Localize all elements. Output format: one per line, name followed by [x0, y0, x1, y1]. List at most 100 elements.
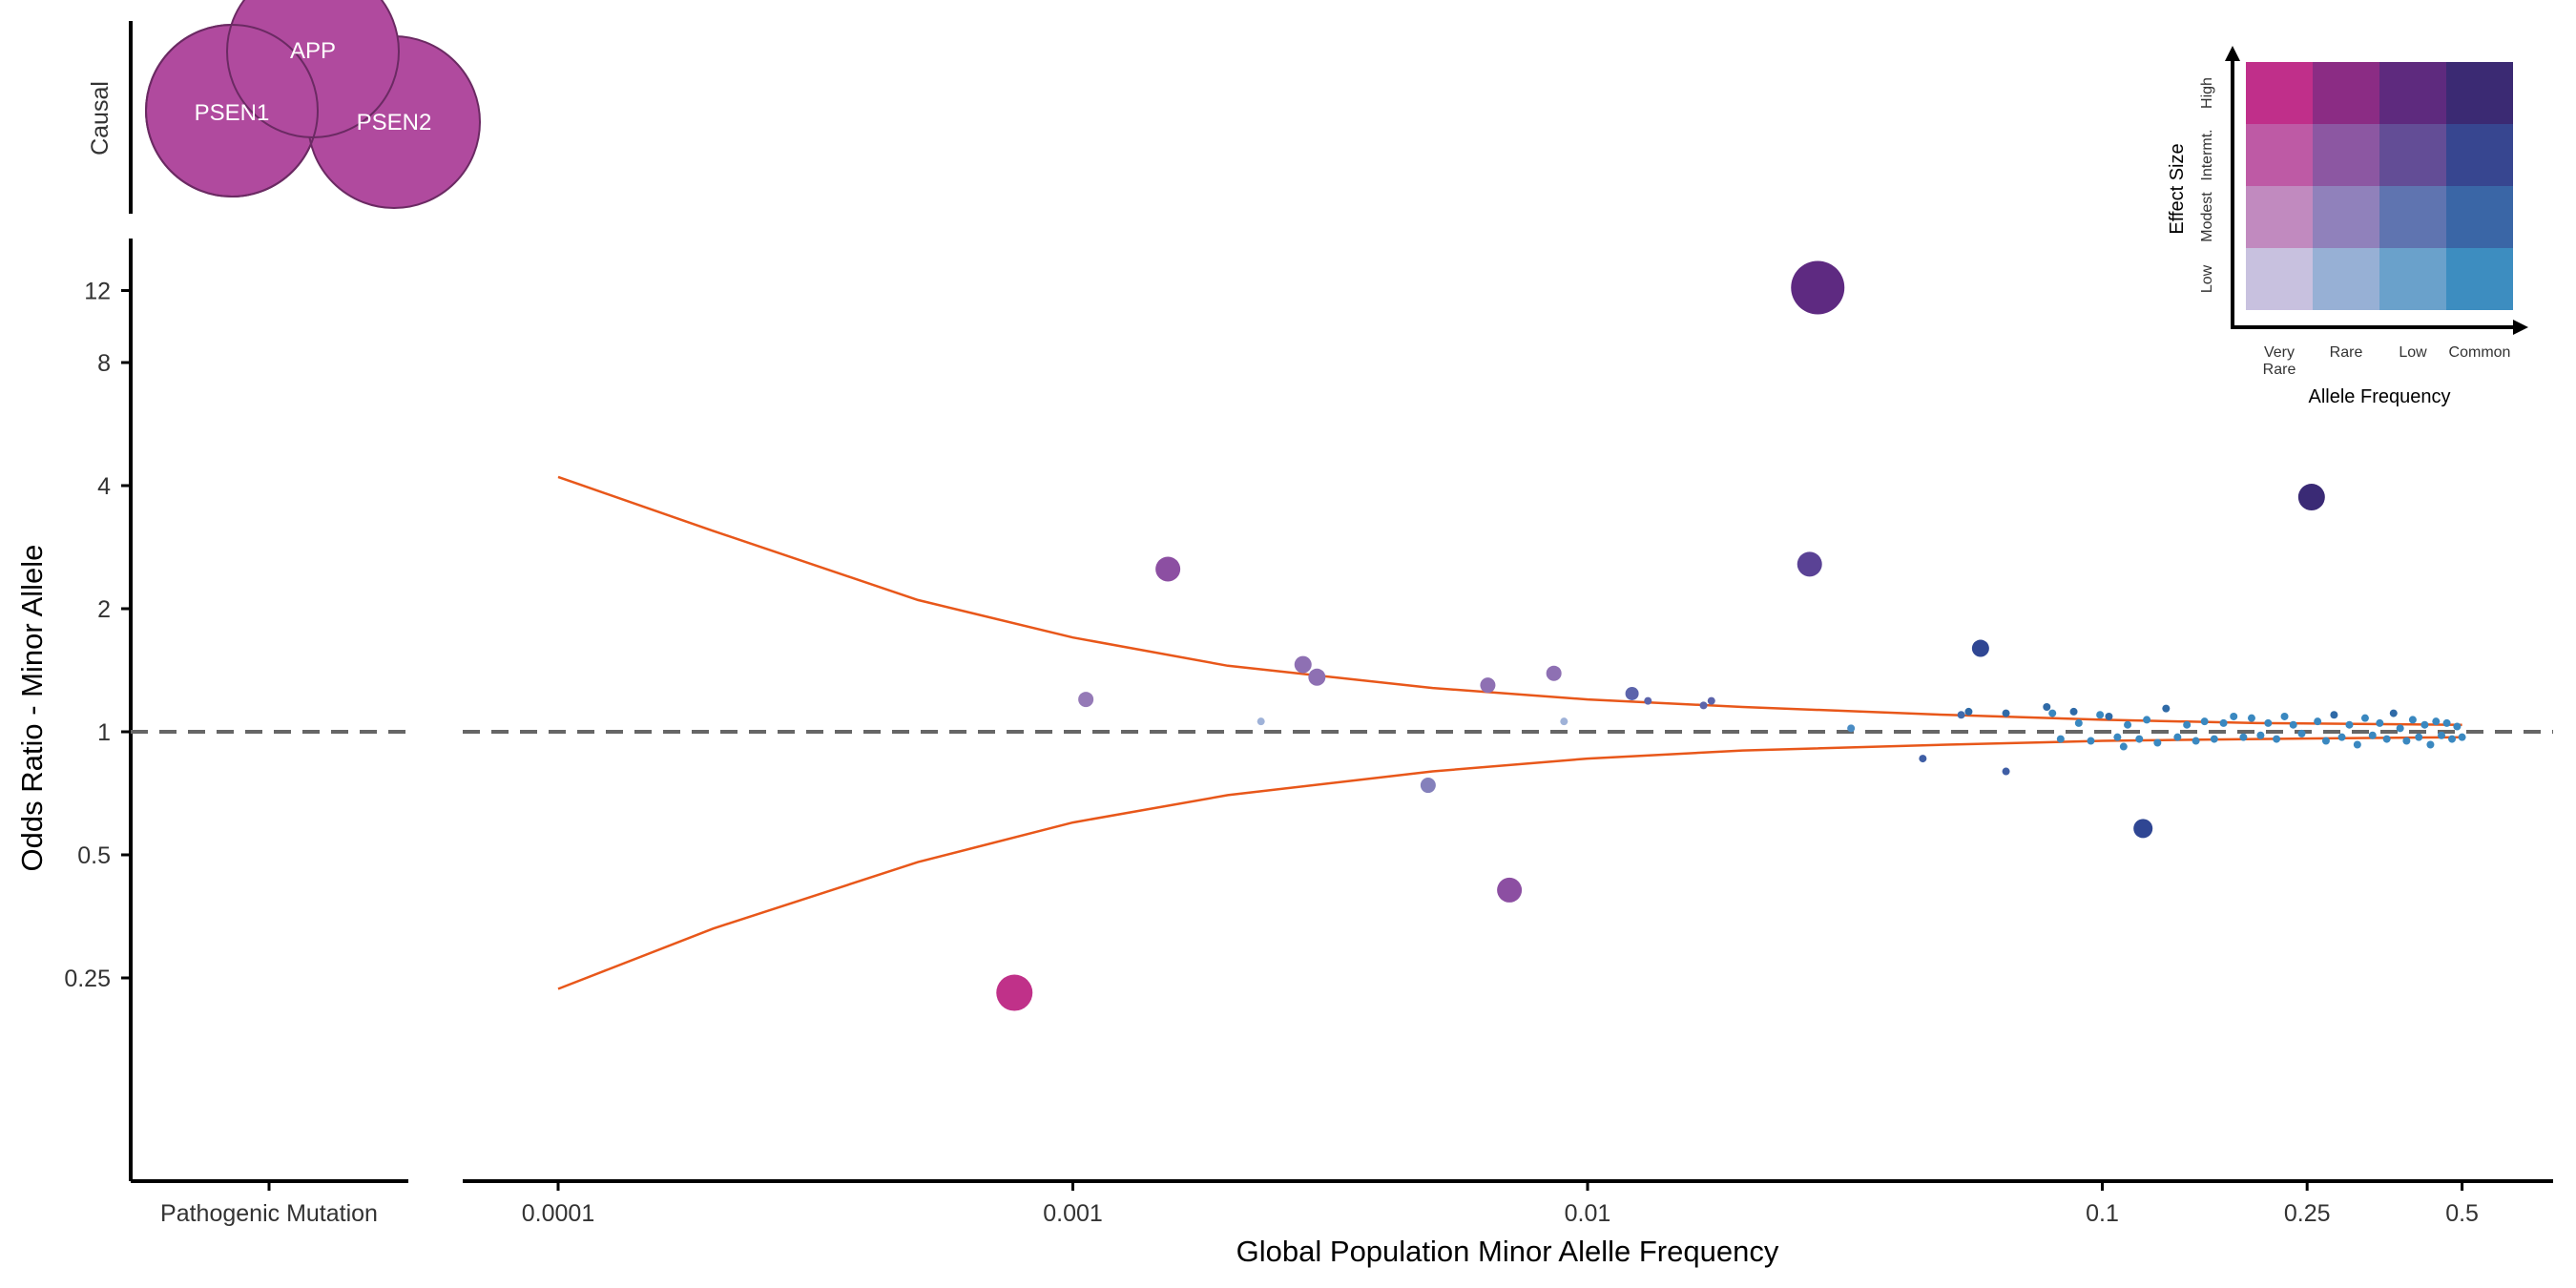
top-panel: Causal APP PSEN1 PSEN2 [87, 0, 481, 214]
data-point [2133, 819, 2153, 839]
data-point [1420, 778, 1436, 794]
data-point [2239, 733, 2248, 741]
data-point [2438, 731, 2446, 739]
data-point [2200, 717, 2209, 726]
data-point [2096, 711, 2105, 719]
data-point [2420, 720, 2429, 729]
data-point [2353, 740, 2361, 749]
data-point [2368, 731, 2377, 739]
x-tick-label: 0.1 [2086, 1200, 2119, 1227]
data-point [2345, 720, 2354, 729]
x-tick-label: 0.001 [1043, 1200, 1103, 1227]
y-axis-title: Odds Ratio - Minor Allele [15, 545, 49, 872]
legend-cell [2313, 248, 2379, 310]
legend-cell [2246, 248, 2313, 310]
data-point [1546, 665, 1562, 681]
x-tick-label: 0.01 [1565, 1200, 1611, 1227]
legend-y-label: Modest [2199, 192, 2215, 242]
legend-cell [2246, 62, 2313, 124]
legend-y-label: High [2199, 77, 2215, 109]
data-point [2448, 735, 2457, 743]
legend-color-grid [2246, 62, 2513, 310]
left-panel-x-label: Pathogenic Mutation [160, 1200, 378, 1227]
data-point [2105, 712, 2113, 720]
legend-x-title: Allele Frequency [2309, 386, 2451, 407]
data-point [2183, 720, 2192, 729]
x-axis-ticks: 0.0001 0.001 0.01 0.1 0.25 0.5 [522, 1181, 2479, 1227]
venn-label-psen1: PSEN1 [195, 100, 270, 126]
data-point [1155, 556, 1181, 582]
data-point [2297, 729, 2306, 737]
y-tick-label: 0.5 [77, 842, 111, 869]
data-point [2314, 717, 2322, 726]
legend-x-label: Very Rare [2263, 344, 2296, 378]
y-tick-label: 4 [97, 473, 111, 500]
x-axis-title: Global Population Minor Alelle Frequency [1236, 1235, 1779, 1268]
legend-cell [2446, 248, 2513, 310]
data-point [1078, 692, 1094, 708]
legend-y-title: Effect Size [2167, 143, 2188, 234]
y-tick-label: 12 [84, 279, 111, 305]
data-point [2382, 735, 2391, 743]
legend-x-label: Low [2399, 344, 2427, 361]
data-point [2119, 742, 2128, 751]
legend-x-label: Rare [2330, 344, 2363, 361]
legend-y-labels: Low Modest Intermt. High [2199, 77, 2215, 293]
data-point [1964, 707, 1973, 716]
y-tick-label: 8 [97, 350, 111, 377]
data-point [1797, 551, 1822, 577]
legend-y-label: Low [2199, 264, 2215, 293]
data-point [2273, 735, 2281, 743]
data-point [2337, 733, 2346, 741]
venn-outline-psen1 [145, 24, 320, 197]
data-point [1308, 668, 1326, 686]
data-point [1919, 755, 1927, 763]
data-point [1644, 696, 1652, 705]
data-point [2143, 716, 2151, 724]
data-point [2458, 733, 2466, 741]
data-point [2321, 737, 2330, 745]
data-point [2415, 733, 2423, 741]
data-point [2432, 717, 2441, 726]
venn-label-app: APP [290, 38, 336, 64]
threshold-curve-lower [557, 736, 2462, 990]
data-point [1497, 877, 1523, 903]
data-point [2048, 709, 2057, 717]
data-point [2264, 718, 2273, 727]
y-tick-label: 1 [97, 719, 111, 746]
data-point [2192, 737, 2200, 745]
data-point [1257, 717, 1265, 726]
top-panel-y-label: Causal [87, 81, 114, 156]
data-point [1957, 711, 1965, 719]
venn-diagram: APP PSEN1 PSEN2 [145, 0, 481, 209]
data-point [2442, 718, 2451, 727]
legend-y-arrowhead [2225, 46, 2240, 61]
data-point [2408, 716, 2417, 724]
legend-cell [2379, 248, 2446, 310]
data-point [2210, 735, 2218, 743]
data-point [1480, 677, 1496, 694]
legend-cell [2379, 62, 2446, 124]
data-point [2426, 740, 2435, 749]
data-point [996, 974, 1033, 1011]
data-point [2256, 731, 2265, 739]
data-point [2219, 718, 2228, 727]
threshold-curve-upper [557, 475, 2462, 726]
legend-x-label: Common [2449, 344, 2511, 361]
data-point [2330, 711, 2338, 719]
data-point [2402, 737, 2411, 745]
legend-cell [2446, 186, 2513, 248]
data-point [2280, 712, 2289, 720]
data-point [2247, 714, 2255, 722]
legend-cell [2246, 124, 2313, 186]
data-point [2376, 718, 2384, 727]
data-point [2113, 733, 2122, 741]
data-point [1847, 724, 1856, 733]
data-point [2002, 767, 2010, 776]
data-point [2056, 735, 2065, 743]
data-point [1791, 260, 1845, 315]
data-point [1294, 655, 1312, 674]
data-point [2124, 720, 2132, 729]
x-tick-label: 0.25 [2284, 1200, 2331, 1227]
